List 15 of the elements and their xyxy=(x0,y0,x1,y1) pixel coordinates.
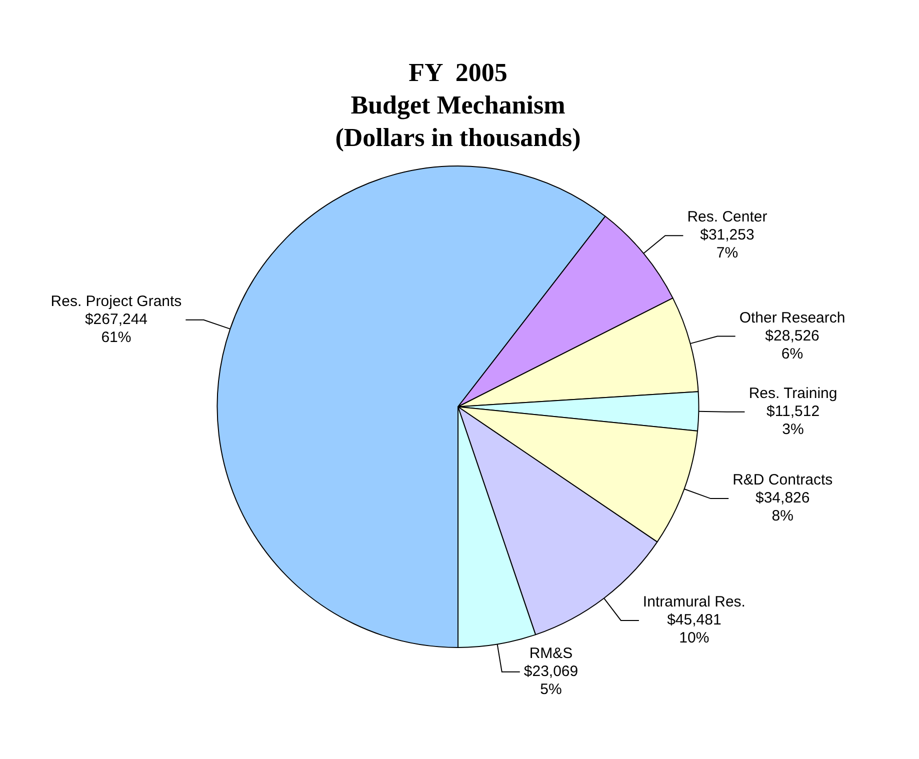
slice-label: R&D Contracts xyxy=(732,472,833,489)
slice-label: RM&S xyxy=(529,645,573,662)
slice-label: Res. Training xyxy=(748,385,838,402)
chart-title: FY 2005 Budget Mechanism (Dollars in thousands) xyxy=(335,58,581,152)
slice-label: Res. Project Grants xyxy=(50,293,182,310)
data-label: $34,826 8% xyxy=(755,490,810,525)
data-label: $45,481 10% xyxy=(667,612,722,647)
data-label: $23,069 5% xyxy=(524,663,578,698)
slice-label: Other Research xyxy=(739,309,846,326)
slice-label: Intramural Res. xyxy=(642,594,746,611)
slice-label: Res. Center xyxy=(687,208,768,226)
data-label: $267,244 61% xyxy=(84,311,148,346)
data-label: $11,512 3% xyxy=(766,403,820,438)
data-label: $31,253 7% xyxy=(700,226,754,262)
data-label: $28,526 6% xyxy=(765,327,820,362)
